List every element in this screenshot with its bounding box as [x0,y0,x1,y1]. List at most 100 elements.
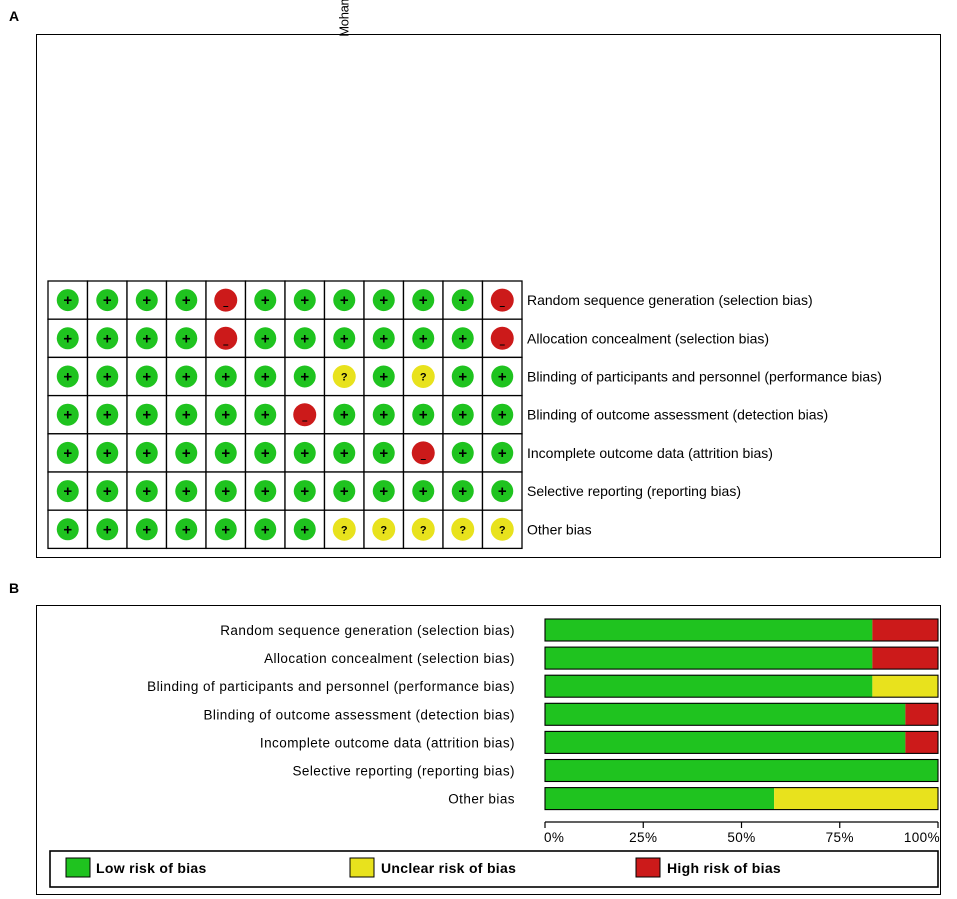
low-risk-symbol: + [103,521,112,538]
bar-segment [872,647,938,670]
low-risk-symbol: + [419,407,428,424]
bar-outline [544,702,939,726]
low-risk-symbol: + [458,483,467,500]
low-risk-symbol: + [103,292,112,309]
unclear-risk-marker [451,517,475,541]
low-risk-symbol: + [261,369,270,386]
panel-b-frame [36,605,941,895]
low-risk-symbol: + [300,483,309,500]
low-risk-marker [293,289,316,312]
low-risk-marker [135,327,158,350]
high-risk-symbol: – [499,301,505,312]
high-risk-marker [490,288,514,312]
low-risk-symbol: + [458,407,467,424]
domain-label: Selective reporting (reporting bias) [527,483,741,499]
low-risk-marker [175,441,198,464]
low-risk-marker [491,365,514,388]
low-risk-symbol: + [63,407,72,424]
low-risk-marker [372,365,395,388]
low-risk-symbol: + [63,521,72,538]
domain-label: Random sequence generation (selection bi… [527,292,813,308]
panel-b-label: B [9,580,20,596]
x-tick-label: 50% [727,830,755,845]
low-risk-symbol: + [142,369,151,386]
low-risk-symbol: + [340,407,349,424]
low-risk-marker [135,480,158,503]
bar-segment [905,703,938,726]
low-risk-marker [96,518,119,541]
low-risk-symbol: + [498,407,507,424]
low-risk-marker [333,480,356,503]
high-risk-symbol: – [420,454,426,465]
low-risk-symbol: + [379,369,388,386]
low-risk-symbol: + [142,292,151,309]
low-risk-symbol: + [221,521,230,538]
low-risk-symbol: + [300,521,309,538]
low-risk-symbol: + [142,483,151,500]
low-risk-symbol: + [458,292,467,309]
high-risk-marker [293,403,317,427]
bar-segment [545,703,906,726]
risk-of-bias-summary: 2019Zhixin Gao2016Xiuqin Wang2016Xingzhi… [47,0,882,550]
low-risk-marker [372,480,395,503]
unclear-risk-marker [411,365,435,388]
low-risk-symbol: + [458,369,467,386]
category-label: Selective reporting (reporting bias) [292,764,515,779]
high-risk-marker [214,326,238,350]
low-risk-marker [214,480,237,503]
low-risk-marker [96,365,119,388]
low-risk-marker [293,518,316,541]
unclear-risk-symbol: ? [341,372,348,384]
low-risk-marker [96,327,119,350]
high-risk-symbol: – [223,339,229,350]
low-risk-marker [451,480,474,503]
low-risk-marker [451,289,474,312]
low-risk-symbol: + [458,330,467,347]
x-tick-label: 25% [629,830,657,845]
low-risk-symbol: + [221,483,230,500]
low-risk-symbol: + [63,369,72,386]
low-risk-marker [412,327,435,350]
low-risk-symbol: + [63,292,72,309]
high-risk-symbol: – [499,339,505,350]
bar-segment [872,675,938,698]
grid-cell [205,318,247,359]
low-risk-marker [175,327,198,350]
bar-segment [545,647,873,670]
low-risk-marker [254,518,277,541]
low-risk-marker [135,518,158,541]
domain-label: Incomplete outcome data (attrition bias) [527,445,773,461]
low-risk-symbol: + [261,445,270,462]
x-tick-label: 0% [544,830,564,845]
low-risk-marker [254,403,277,426]
low-risk-symbol: + [182,292,191,309]
low-risk-symbol: + [261,483,270,500]
category-label: Allocation concealment (selection bias) [264,651,515,666]
legend-label: Unclear risk of bias [381,860,516,876]
low-risk-symbol: + [182,330,191,347]
low-risk-marker [56,441,79,464]
bar-segment [774,787,938,810]
x-tick-label: 100% [904,830,940,845]
high-risk-marker [411,441,435,465]
bar-outline [544,646,939,670]
low-risk-marker [56,365,79,388]
low-risk-marker [175,365,198,388]
low-risk-symbol: + [63,445,72,462]
unclear-risk-symbol: ? [420,524,427,536]
domain-label: Blinding of participants and personnel (… [527,369,882,385]
low-risk-symbol: + [498,483,507,500]
low-risk-symbol: + [300,292,309,309]
low-risk-marker [372,327,395,350]
low-risk-marker [491,480,514,503]
low-risk-marker [372,289,395,312]
low-risk-marker [451,403,474,426]
low-risk-marker [412,403,435,426]
low-risk-marker [451,441,474,464]
low-risk-symbol: + [103,483,112,500]
low-risk-marker [214,365,237,388]
high-risk-marker [490,326,514,350]
low-risk-symbol: + [63,330,72,347]
low-risk-symbol: + [340,483,349,500]
low-risk-symbol: + [419,483,428,500]
